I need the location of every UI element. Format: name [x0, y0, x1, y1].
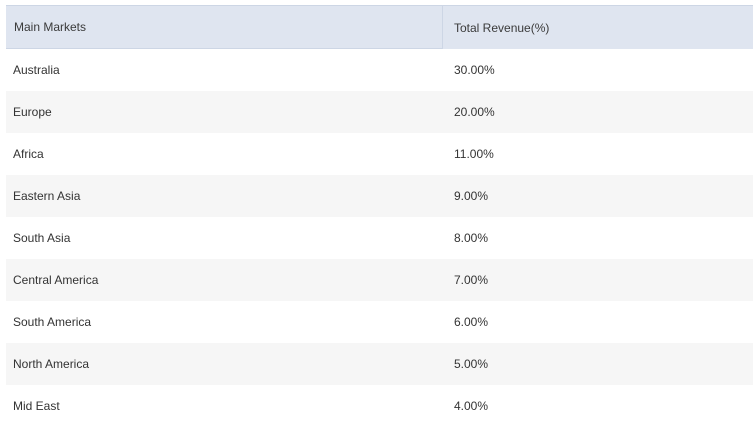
market-cell: Eastern Asia [13, 189, 81, 203]
revenue-cell: 5.00% [454, 357, 489, 371]
table-row: South Asia 8.00% [6, 217, 753, 259]
market-cell: Mid East [13, 399, 60, 413]
revenue-cell: 6.00% [454, 315, 489, 329]
table-row: North America 5.00% [6, 343, 753, 385]
table-header-row: Main Markets Total Revenue(%) [6, 5, 753, 49]
market-cell: Australia [13, 63, 60, 77]
main-markets-table: Main Markets Total Revenue(%) Australia … [6, 5, 753, 427]
table-row: Mid East 4.00% [6, 385, 753, 427]
revenue-cell: 30.00% [454, 63, 495, 77]
header-total-revenue: Total Revenue(%) [443, 6, 753, 49]
revenue-cell: 20.00% [454, 105, 495, 119]
table-row: Africa 11.00% [6, 133, 753, 175]
market-cell: Africa [13, 147, 44, 161]
revenue-cell: 8.00% [454, 231, 489, 245]
market-cell: South America [13, 315, 92, 329]
market-cell: South Asia [13, 231, 71, 245]
table-row: Europe 20.00% [6, 91, 753, 133]
table-row: Central America 7.00% [6, 259, 753, 301]
revenue-cell: 7.00% [454, 273, 489, 287]
revenue-cell: 9.00% [454, 189, 489, 203]
market-cell: Central America [13, 273, 99, 287]
market-cell: North America [13, 357, 90, 371]
table-row: Australia 30.00% [6, 49, 753, 91]
revenue-cell: 4.00% [454, 399, 489, 413]
market-cell: Europe [13, 105, 52, 119]
table-row: South America 6.00% [6, 301, 753, 343]
revenue-cell: 11.00% [454, 147, 494, 161]
header-main-markets: Main Markets [6, 6, 443, 49]
table-row: Eastern Asia 9.00% [6, 175, 753, 217]
